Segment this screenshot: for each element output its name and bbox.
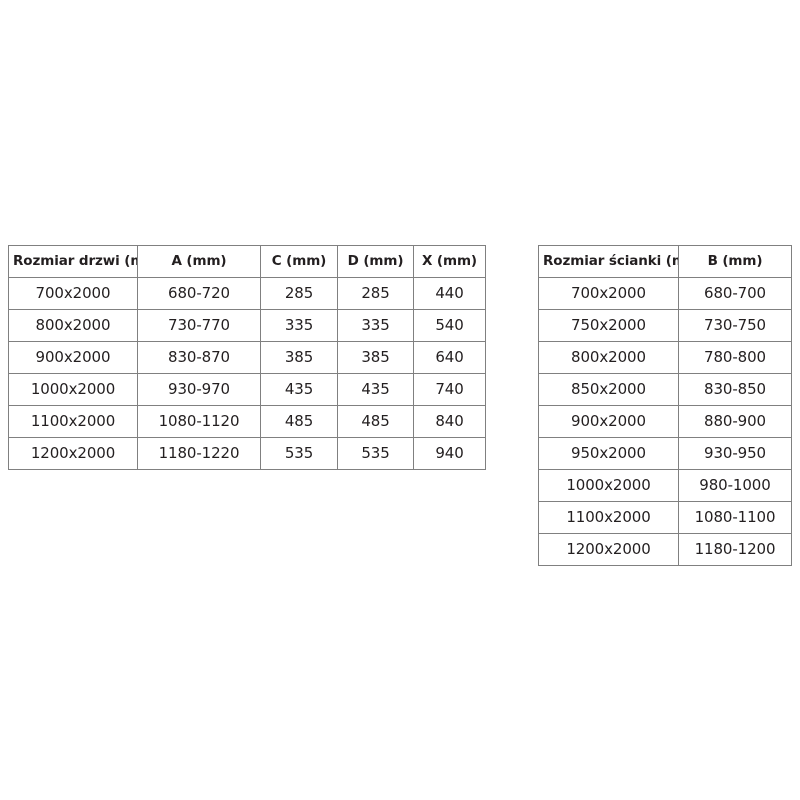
table-row: 1200x2000 1180-1220 535 535 940 <box>8 437 486 470</box>
table-row: 1100x2000 1080-1120 485 485 840 <box>8 405 486 438</box>
table-row: 750x2000 730-750 <box>538 309 792 342</box>
cell-a: 930-970 <box>137 373 261 406</box>
cell-wall-size: 750x2000 <box>538 309 679 342</box>
cell-a: 1080-1120 <box>137 405 261 438</box>
cell-wall-size: 1100x2000 <box>538 501 679 534</box>
table-row: 1200x2000 1180-1200 <box>538 533 792 566</box>
cell-c: 535 <box>260 437 338 470</box>
cell-b: 780-800 <box>678 341 792 374</box>
table-row: 700x2000 680-720 285 285 440 <box>8 277 486 310</box>
cell-wall-size: 950x2000 <box>538 437 679 470</box>
cell-c: 385 <box>260 341 338 374</box>
table-row: 1000x2000 980-1000 <box>538 469 792 502</box>
cell-door-size: 800x2000 <box>8 309 138 342</box>
wall-panel-size-table: Rozmiar ścianki (mm) B (mm) 700x2000 680… <box>538 245 792 566</box>
cell-d: 535 <box>337 437 414 470</box>
table-row: 900x2000 830-870 385 385 640 <box>8 341 486 374</box>
cell-wall-size: 800x2000 <box>538 341 679 374</box>
cell-x: 440 <box>413 277 486 310</box>
table-row: 900x2000 880-900 <box>538 405 792 438</box>
cell-c: 485 <box>260 405 338 438</box>
cell-b: 830-850 <box>678 373 792 406</box>
cell-b: 980-1000 <box>678 469 792 502</box>
table-header-row: Rozmiar drzwi (mm) A (mm) C (mm) D (mm) … <box>8 245 486 278</box>
cell-b: 1080-1100 <box>678 501 792 534</box>
table-header-row: Rozmiar ścianki (mm) B (mm) <box>538 245 792 278</box>
cell-wall-size: 850x2000 <box>538 373 679 406</box>
cell-c: 435 <box>260 373 338 406</box>
cell-a: 1180-1220 <box>137 437 261 470</box>
cell-a: 730-770 <box>137 309 261 342</box>
cell-door-size: 1200x2000 <box>8 437 138 470</box>
cell-x: 940 <box>413 437 486 470</box>
cell-wall-size: 1000x2000 <box>538 469 679 502</box>
cell-d: 485 <box>337 405 414 438</box>
cell-b: 730-750 <box>678 309 792 342</box>
cell-d: 335 <box>337 309 414 342</box>
cell-b: 930-950 <box>678 437 792 470</box>
cell-door-size: 700x2000 <box>8 277 138 310</box>
cell-wall-size: 900x2000 <box>538 405 679 438</box>
column-header-door-size: Rozmiar drzwi (mm) <box>8 245 138 278</box>
cell-a: 830-870 <box>137 341 261 374</box>
column-header-x: X (mm) <box>413 245 486 278</box>
cell-a: 680-720 <box>137 277 261 310</box>
cell-b: 1180-1200 <box>678 533 792 566</box>
cell-wall-size: 700x2000 <box>538 277 679 310</box>
table-row: 850x2000 830-850 <box>538 373 792 406</box>
cell-x: 740 <box>413 373 486 406</box>
door-size-table: Rozmiar drzwi (mm) A (mm) C (mm) D (mm) … <box>8 245 486 470</box>
cell-wall-size: 1200x2000 <box>538 533 679 566</box>
table-row: 800x2000 730-770 335 335 540 <box>8 309 486 342</box>
column-header-a: A (mm) <box>137 245 261 278</box>
cell-b: 880-900 <box>678 405 792 438</box>
cell-d: 385 <box>337 341 414 374</box>
table-row: 950x2000 930-950 <box>538 437 792 470</box>
cell-door-size: 1100x2000 <box>8 405 138 438</box>
column-header-d: D (mm) <box>337 245 414 278</box>
cell-d: 285 <box>337 277 414 310</box>
cell-c: 335 <box>260 309 338 342</box>
cell-x: 840 <box>413 405 486 438</box>
cell-door-size: 900x2000 <box>8 341 138 374</box>
column-header-c: C (mm) <box>260 245 338 278</box>
column-header-b: B (mm) <box>678 245 792 278</box>
table-row: 1000x2000 930-970 435 435 740 <box>8 373 486 406</box>
table-row: 800x2000 780-800 <box>538 341 792 374</box>
table-row: 700x2000 680-700 <box>538 277 792 310</box>
cell-x: 640 <box>413 341 486 374</box>
table-row: 1100x2000 1080-1100 <box>538 501 792 534</box>
cell-b: 680-700 <box>678 277 792 310</box>
column-header-wall-size: Rozmiar ścianki (mm) <box>538 245 679 278</box>
cell-x: 540 <box>413 309 486 342</box>
cell-c: 285 <box>260 277 338 310</box>
cell-door-size: 1000x2000 <box>8 373 138 406</box>
cell-d: 435 <box>337 373 414 406</box>
